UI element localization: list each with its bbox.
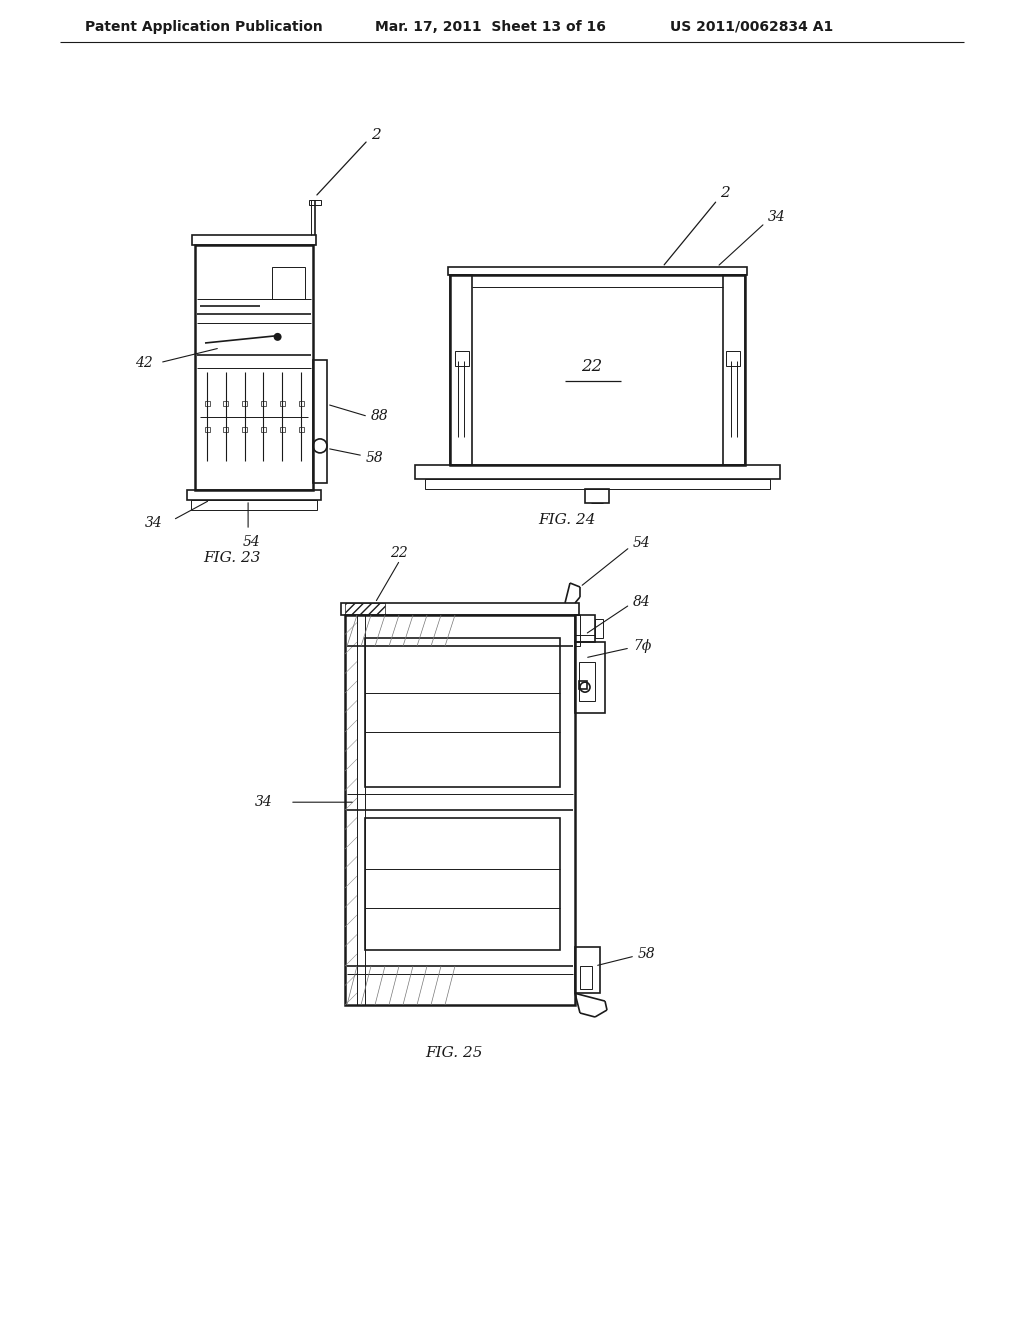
Text: 2: 2 <box>721 186 730 201</box>
Bar <box>299 428 303 432</box>
Bar <box>299 401 303 405</box>
Bar <box>242 428 247 432</box>
Bar <box>365 639 560 787</box>
Text: 34: 34 <box>768 210 785 224</box>
Bar <box>575 946 600 993</box>
Bar <box>191 500 317 510</box>
Bar <box>280 401 285 405</box>
Bar <box>205 401 210 405</box>
Text: FIG. 25: FIG. 25 <box>426 1045 483 1060</box>
Bar <box>187 490 321 500</box>
Text: 42: 42 <box>135 355 153 370</box>
Text: Mar. 17, 2011  Sheet 13 of 16: Mar. 17, 2011 Sheet 13 of 16 <box>375 20 606 34</box>
Bar <box>365 818 560 950</box>
Text: 34: 34 <box>255 795 272 809</box>
Bar <box>205 428 210 432</box>
Bar <box>450 275 472 465</box>
Bar <box>580 966 592 990</box>
Text: Patent Application Publication: Patent Application Publication <box>85 20 323 34</box>
Bar <box>345 615 575 1005</box>
Text: 58: 58 <box>366 451 384 465</box>
Bar <box>575 643 605 713</box>
Text: 34: 34 <box>145 516 163 531</box>
Bar <box>309 201 321 205</box>
Bar <box>450 275 745 465</box>
Bar <box>415 465 780 479</box>
Bar <box>345 603 385 615</box>
Bar <box>425 479 770 488</box>
Text: 54: 54 <box>243 535 260 549</box>
Bar <box>195 246 313 490</box>
Bar <box>723 275 745 465</box>
Text: 54: 54 <box>633 536 650 550</box>
Text: FIG. 24: FIG. 24 <box>539 513 596 527</box>
Bar <box>280 428 285 432</box>
Bar <box>261 428 266 432</box>
Bar <box>726 351 740 366</box>
Bar <box>455 351 469 366</box>
Bar <box>223 428 228 432</box>
Text: US 2011/0062834 A1: US 2011/0062834 A1 <box>670 20 834 34</box>
Bar <box>313 360 327 483</box>
Text: FIG. 23: FIG. 23 <box>203 550 260 565</box>
Circle shape <box>273 333 282 341</box>
Text: 84: 84 <box>633 594 650 609</box>
Bar <box>341 603 579 615</box>
Bar <box>193 235 316 246</box>
Bar <box>585 488 609 503</box>
Bar <box>579 681 587 689</box>
Bar <box>223 401 228 405</box>
Bar <box>595 619 603 639</box>
Bar <box>261 401 266 405</box>
Bar <box>271 267 305 298</box>
Text: 7ϕ: 7ϕ <box>633 639 651 653</box>
Text: 88: 88 <box>371 409 389 424</box>
Bar <box>579 661 595 701</box>
Bar <box>242 401 247 405</box>
Bar <box>449 267 746 275</box>
Text: 22: 22 <box>390 546 408 560</box>
Text: 58: 58 <box>638 946 655 961</box>
Bar <box>575 615 580 647</box>
Bar <box>357 615 365 1005</box>
Text: 22: 22 <box>581 358 602 375</box>
Bar <box>575 615 595 643</box>
Text: 2: 2 <box>371 128 381 143</box>
